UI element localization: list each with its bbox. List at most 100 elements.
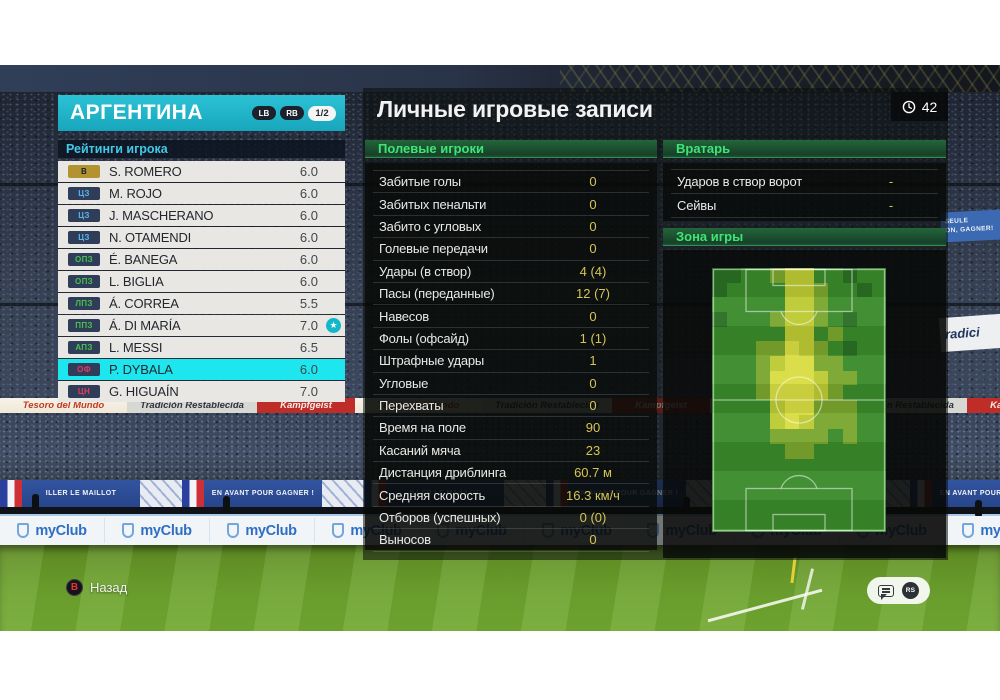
heatmap-cell [770, 517, 785, 532]
heatmap-cell [741, 400, 756, 415]
player-row[interactable]: В S. ROMERO 6.0 [58, 161, 345, 182]
heatmap-cell [741, 444, 756, 459]
heatmap-cell [871, 326, 886, 342]
player-row[interactable]: ЦЗ N. OTAMENDI 6.0 [58, 227, 345, 248]
heatmap-cell [726, 444, 741, 459]
player-row[interactable]: ОФ P. DYBALA 6.0 [58, 359, 345, 380]
heatmap-cell [755, 458, 770, 474]
back-label: Назад [90, 580, 128, 595]
stat-label: Фолы (офсайд) [379, 330, 469, 346]
heatmap-cell [799, 458, 814, 474]
heatmap-cell [871, 473, 886, 488]
player-row[interactable]: АПЗ L. MESSI 6.5 [58, 337, 345, 358]
stat-row: Забито с угловых 0 [373, 216, 649, 239]
player-row[interactable]: ППЗ Á. DI MARÍA 7.0 ★ [58, 315, 345, 336]
b-button-icon[interactable]: B [66, 579, 83, 596]
stat-row: Сейвы - [671, 194, 938, 218]
heatmap-cell [741, 268, 756, 283]
position-badge: ОФ [68, 363, 100, 376]
heatmap-cell [784, 356, 799, 371]
heatmap-cell [857, 488, 872, 503]
side-banner-line: ON, GAGNER! [945, 224, 994, 235]
heatmap-cell [741, 458, 756, 474]
heatmap-cell [828, 356, 843, 371]
heatmap-cell [712, 312, 727, 327]
player-row[interactable]: ЛПЗ Á. CORREA 5.5 [58, 293, 345, 314]
heatmap-cell [755, 282, 770, 298]
player-rating: 6.0 [299, 186, 318, 201]
right-stick-icon[interactable]: RS [902, 582, 919, 599]
ad-board: Kampfgeist [967, 398, 1000, 413]
heatmap-cell [799, 429, 814, 444]
stat-value: 4 (4) [579, 263, 607, 279]
heatmap-cell [726, 488, 741, 503]
heatmap-cell [755, 356, 770, 371]
heatmap-cell [712, 400, 727, 415]
stat-label: Касаний мяча [379, 442, 461, 458]
heatmap-cell [857, 400, 872, 415]
heatmap-cell [871, 517, 886, 532]
stat-row: Ударов в створ ворот - [671, 169, 938, 194]
myclub-label: myClub [35, 522, 87, 539]
heatmap-cell [712, 458, 727, 474]
heatmap-cell [842, 341, 857, 356]
heatmap-cell [828, 312, 843, 327]
heatmap-cell [813, 312, 828, 327]
heatmap-cell [784, 400, 799, 415]
heatmap-cell [726, 414, 741, 430]
player-row[interactable]: ОПЗ L. BIGLIA 6.0 [58, 271, 345, 292]
lb-button[interactable]: LB [252, 106, 276, 120]
heatmap-cell [784, 517, 799, 532]
heatmap-cell [712, 326, 727, 342]
heatmap-cell [712, 356, 727, 371]
side-banner-blue: SEULE ON, GAGNER! [940, 209, 1000, 243]
stat-row: Фолы (офсайд) 1 (1) [373, 328, 649, 351]
heatmap-cell [784, 473, 799, 488]
heatmap-cell [799, 356, 814, 371]
heatmap-cell [755, 502, 770, 518]
heatmap-cell [813, 414, 828, 430]
player-row[interactable]: ЦЗ J. MASCHERANO 6.0 [58, 205, 345, 226]
heatmap-cell [871, 297, 886, 312]
heatmap-cell [799, 268, 814, 283]
position-badge: ЦЗ [68, 209, 100, 222]
player-row[interactable]: ОПЗ É. BANEGA 6.0 [58, 249, 345, 270]
heatmap-cell [770, 312, 785, 327]
heatmap-cell [857, 473, 872, 488]
heatmap-cell [857, 312, 872, 327]
heatmap-cell [770, 282, 785, 298]
heatmap-cell [784, 502, 799, 518]
stat-label: Забито с угловых [379, 218, 482, 234]
field-players-header: Полевые игроки [365, 140, 657, 158]
heatmap-cell [813, 458, 828, 474]
heatmap-cell [871, 400, 886, 415]
heatmap-cell [784, 458, 799, 474]
person-silhouette [975, 500, 982, 516]
heatmap-cell [871, 385, 886, 400]
heatmap-cell [726, 268, 741, 283]
stat-label: Удары (в створ) [379, 263, 472, 279]
heatmap-cell [828, 458, 843, 474]
player-row[interactable]: ЦН G. HIGUAÍN 7.0 [58, 381, 345, 402]
heatmap-cell [712, 414, 727, 430]
heatmap-cell [741, 502, 756, 518]
mvp-star-icon: ★ [326, 318, 341, 333]
rb-button[interactable]: RB [280, 106, 304, 120]
heatmap-cell [842, 473, 857, 488]
heatmap-cell [741, 297, 756, 312]
heatmap-cell [813, 444, 828, 459]
heatmap-cell [755, 312, 770, 327]
heatmap-cell [784, 444, 799, 459]
heatmap-cell [741, 414, 756, 430]
heatmap-cell [770, 444, 785, 459]
stat-value: 0 [589, 375, 597, 391]
page-indicator: 1/2 [308, 105, 336, 121]
heatmap-cell [828, 473, 843, 488]
player-row[interactable]: ЦЗ M. ROJO 6.0 [58, 183, 345, 204]
chat-icon[interactable] [878, 584, 894, 600]
heatmap-cell [770, 326, 785, 342]
heatmap-cell [770, 356, 785, 371]
position-badge: ЛПЗ [68, 297, 100, 310]
back-control[interactable]: B Назад [66, 579, 127, 596]
team-ratings-panel: АРГЕНТИНА LB RB 1/2 Рейтинги игрока В S. … [58, 95, 345, 403]
